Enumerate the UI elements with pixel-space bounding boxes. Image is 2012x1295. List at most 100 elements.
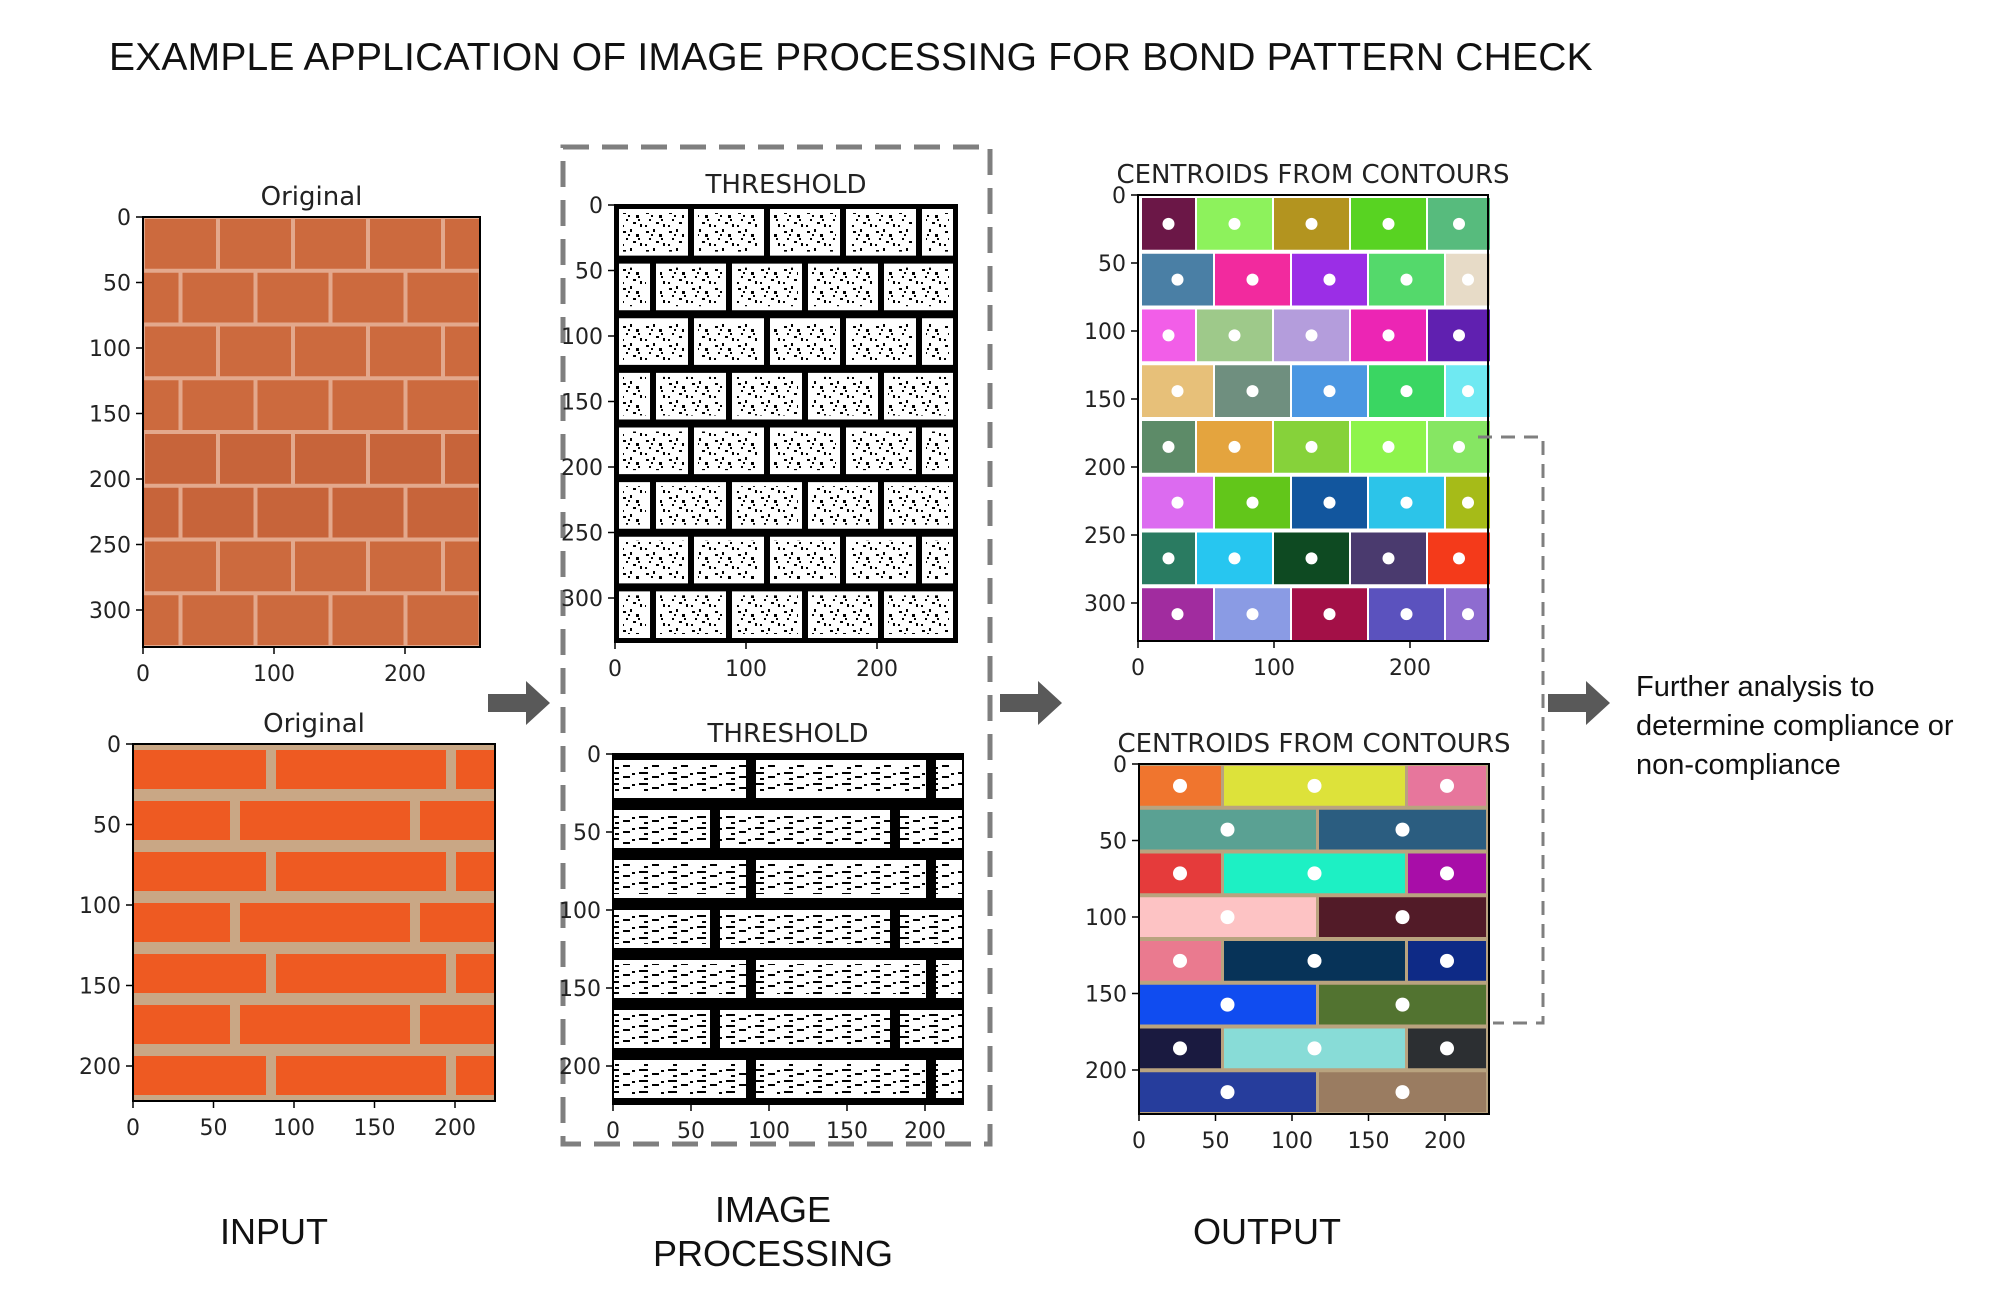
y-tick-label: 150 — [89, 403, 131, 428]
centroid-dot — [1400, 608, 1413, 621]
brick — [276, 954, 446, 993]
y-tick-label: 100 — [559, 899, 601, 924]
brick — [133, 954, 266, 993]
centroid-dot — [1162, 217, 1175, 230]
centroid-dot — [1171, 385, 1184, 398]
brick — [220, 541, 291, 592]
brick — [276, 750, 446, 789]
x-tick-label: 0 — [1132, 1129, 1146, 1154]
centroid-dot — [1305, 552, 1318, 565]
brick — [143, 487, 179, 538]
centroid-dot — [1462, 496, 1474, 509]
panel-title: Original — [261, 182, 363, 212]
brick — [145, 219, 216, 269]
y-tick-label: 100 — [1084, 320, 1126, 345]
axes-frame — [1138, 763, 1490, 1115]
y-tick-label: 300 — [561, 587, 603, 612]
stage-label-processing-line1: IMAGE — [715, 1189, 832, 1230]
centroid-dot — [1382, 440, 1395, 453]
centroid-dot — [1171, 273, 1184, 286]
centroid-dot — [1228, 217, 1241, 230]
centroid-dot — [1395, 1085, 1410, 1100]
centroid-dot — [1440, 953, 1454, 968]
panel-title: Original — [263, 709, 365, 739]
brick — [420, 1005, 495, 1044]
arrow-icon — [1548, 681, 1610, 725]
x-tick-label: 100 — [273, 1116, 315, 1141]
centroids-image-2 — [1139, 764, 1489, 1114]
threshold-image-1 — [615, 205, 957, 642]
brick — [332, 380, 404, 430]
brick — [456, 954, 495, 993]
x-tick-label: 100 — [725, 657, 767, 682]
original-2-axes: Original 0 50 100 150 200 0 50 100 150 200 — [79, 709, 496, 1141]
x-tick-label: 100 — [1271, 1129, 1313, 1154]
brick — [220, 434, 291, 484]
brick — [332, 272, 404, 323]
y-tick-label: 50 — [573, 821, 601, 846]
x-tick-label: 50 — [200, 1116, 228, 1141]
brick — [295, 434, 366, 484]
y-tick-label: 0 — [107, 733, 121, 758]
x-tick-label: 200 — [904, 1119, 946, 1144]
y-tick-label: 150 — [561, 391, 603, 416]
x-tick-label: 150 — [354, 1116, 396, 1141]
panel-title: CENTROIDS FROM CONTOURS — [1116, 160, 1509, 190]
centroid-dot — [1162, 329, 1175, 342]
centroid-dot — [1453, 217, 1465, 230]
brick — [445, 219, 480, 269]
centroid-dot — [1395, 997, 1410, 1012]
centroid-dot — [1400, 385, 1413, 398]
y-tick-label: 200 — [559, 1055, 601, 1080]
brick — [332, 487, 404, 538]
centroid-dot — [1246, 273, 1259, 286]
x-tick-label: 0 — [126, 1116, 140, 1141]
x-tick-label: 150 — [1348, 1129, 1390, 1154]
y-tick-label: 0 — [587, 743, 601, 768]
centroid-dot — [1400, 496, 1413, 509]
centroid-dot — [1220, 822, 1235, 837]
x-tick-label: 0 — [608, 657, 622, 682]
centroids-image-1 — [1138, 195, 1490, 641]
original-1-axes: Original 0 100 200 0 50 100 150 200 250 300 — [89, 182, 481, 687]
output-bracket — [1478, 435, 1545, 1025]
centroid-dot — [1462, 608, 1474, 621]
brick — [407, 272, 479, 323]
centroid-dot — [1440, 778, 1454, 793]
further-analysis-line1: Further analysis to — [1636, 671, 1875, 703]
centroid-dot — [1382, 329, 1395, 342]
centroid-dot — [1246, 385, 1259, 398]
centroid-dot — [1453, 329, 1465, 342]
brick — [145, 541, 216, 592]
centroid-dot — [1220, 910, 1235, 925]
centroid-dot — [1453, 552, 1465, 565]
centroid-dot — [1400, 273, 1413, 286]
centroid-dot — [1382, 552, 1395, 565]
x-tick-label: 50 — [1202, 1129, 1230, 1154]
brick — [420, 903, 495, 942]
y-tick-label: 200 — [1084, 456, 1126, 481]
threshold-2-axes: THRESHOLD 0 50 100 150 200 0 50 100 150 200 — [559, 719, 964, 1144]
brick — [257, 595, 329, 645]
centroid-dot — [1162, 552, 1175, 565]
brick — [182, 272, 254, 323]
brick — [240, 903, 410, 942]
centroid-dot — [1173, 953, 1187, 968]
centroid-dot — [1228, 552, 1241, 565]
y-tick-label: 200 — [561, 456, 603, 481]
y-tick-label: 250 — [1084, 524, 1126, 549]
axes-frame — [132, 743, 496, 1102]
brick — [220, 219, 291, 269]
threshold-image-2 — [613, 754, 963, 1104]
brick — [370, 434, 441, 484]
brick — [445, 434, 480, 484]
brick — [143, 272, 179, 323]
centroid-dot — [1305, 329, 1318, 342]
further-analysis-line2: determine compliance or — [1636, 710, 1954, 742]
x-tick-label: 200 — [1424, 1129, 1466, 1154]
y-tick-label: 100 — [89, 337, 131, 362]
brick — [257, 272, 329, 323]
centroid-dot — [1228, 329, 1241, 342]
further-analysis-line3: non-compliance — [1636, 749, 1841, 781]
brick — [240, 1005, 410, 1044]
